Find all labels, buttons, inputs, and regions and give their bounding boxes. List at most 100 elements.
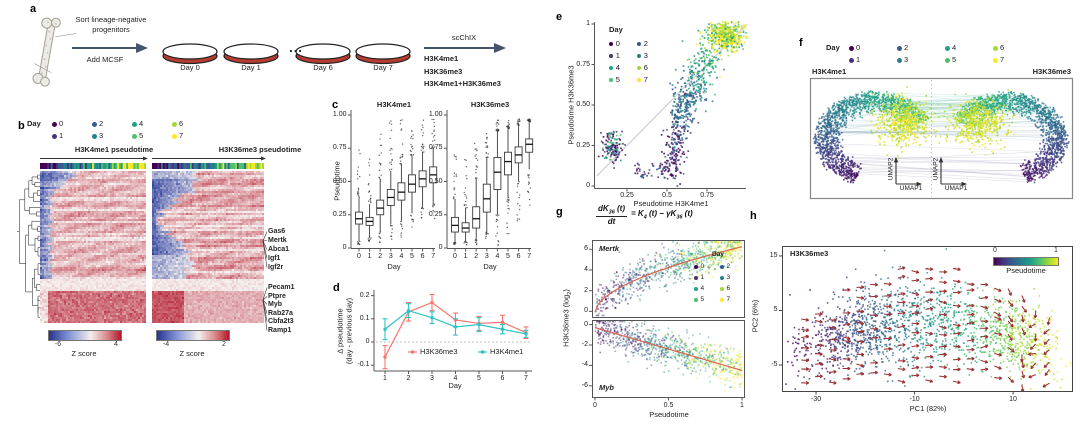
e-ytick-4: 0 [586,182,590,189]
g-bot-ytick-2: -4 [581,361,588,369]
g-legend-value-day5: 5 [700,296,705,303]
f-legend-value-day3: 3 [904,55,909,64]
f-legend-dot-day6 [992,45,998,51]
h-colorbar-min: 0 [993,247,997,254]
d-xtick-3: 4 [453,375,458,382]
e-ytick-0: 1 [586,20,590,27]
e-legend-value-day7: 7 [643,75,648,84]
b-legend-value-day1: 1 [59,131,64,140]
g-equation-denominator: dt [607,216,616,226]
b-legend-dot-day1 [51,133,57,139]
a-bone-icon [32,17,77,87]
c-xtick-0-5: 5 [410,253,414,260]
h-xtick-2: 10 [1009,395,1017,403]
f-legend-value-day5: 5 [952,55,957,64]
f-umap2-label-right: UMAP2 [932,157,940,181]
g-top-ytick-0: 6 [584,245,588,253]
g-legend-value-day2: 2 [726,263,731,270]
c-xlabel-left: Day [387,262,401,271]
c-xtick-0-6: 6 [420,253,425,260]
b-gene-abca1: Abca1 [268,246,290,253]
g-legend-value-day3: 3 [726,274,731,281]
f-umap1-label-left: UMAP1 [899,185,923,192]
f-legend-dot-day1 [848,57,854,63]
b-zscore-colorbar-right [156,330,230,341]
d-xtick-0: 1 [383,375,387,382]
c-xtick-1-7: 7 [527,253,532,260]
c-ytick-0-0: 1.00 [332,111,347,118]
b-colorbar-left-max: 4 [114,341,118,348]
e-legend-value-day1: 1 [615,51,620,60]
f-legend-dot-day3 [896,57,902,63]
a-ellipsis: ... [289,40,303,55]
b-gene-mertk: Mertk [268,237,287,244]
panel-d-label: d [333,282,340,294]
g-equation-numerator: dK36 (t) [596,204,628,217]
d-xlabel: Day [448,381,462,390]
g-top-ytick-3: 0 [584,307,588,315]
f-legend-value-day6: 6 [1000,43,1005,52]
f-legend-value-day7: 7 [1000,55,1005,64]
a-sort-text-line1: Sort lineage-negative [75,15,147,24]
c-xtick-1-6: 6 [516,253,521,260]
e-ytick-1: 0.75 [576,60,590,68]
b-legend-value-day4: 4 [139,119,144,128]
e-legend-value-day4: 4 [615,63,620,72]
g-equation-fraction: dK36 (t) dt [596,204,628,226]
a-dish-label-2: Day 6 [313,63,333,72]
b-heading-h3k36me3-pseudotime: H3K36me3 pseudotime [218,145,302,154]
c-ytick-0-3: 0.25 [332,210,347,218]
e-legend-dot-day5 [608,77,614,83]
e-scatter-canvas [595,21,747,189]
b-heading-h3k4me1-pseudotime: H3K4me1 pseudotime [74,145,154,154]
b-legend-value-day2: 2 [99,119,104,128]
e-legend-value-day2: 2 [643,39,648,48]
c-xtick-0-4: 4 [399,253,404,260]
b-gene-pecam1: Pecam1 [268,284,295,291]
c-xtick-0-3: 3 [388,253,393,260]
c-title-h3k36me3: H3K36me3 [470,100,510,109]
c-ytick-1-1: 0.75 [428,144,443,152]
d-ytick-0: 0.2 [359,291,370,299]
g-legend-dot-day6 [720,286,724,291]
panel-a-label: a [30,3,37,15]
f-legend-dot-day7 [992,57,998,63]
c-xtick-1-1: 1 [463,253,468,260]
c-ytick-0-4: 0 [342,244,347,251]
b-legend-dot-day0 [51,121,57,127]
g-kinetics-equation: dK36 (t) dt = K4 (t) − γK36 (t) [596,204,693,226]
e-xlabel: Pseudotime H3K4me1 [633,199,709,208]
b-legend-dot-day6 [171,121,177,127]
c-xtick-1-3: 3 [484,253,489,260]
g-myb-canvas [593,321,744,397]
h-title: H3K36me3 [790,249,829,258]
c-xtick-1-0: 0 [453,253,457,260]
c-xtick-1-2: 2 [474,253,479,260]
g-legend-dot-day5 [694,297,698,302]
e-ytick-2: 0.50 [576,101,590,108]
e-legend-dot-day2 [636,41,642,47]
f-legend-dot-day4 [944,45,950,51]
g-equation-rhs: = K4 (t) − γK36 (t) [631,209,693,221]
c-xlabel-right: Day [483,262,497,271]
b-gene-rab27a: Rab27a [268,310,293,317]
g-legend-value-day4: 4 [700,285,705,292]
e-ylabel: Pseudotime H3K36me3 [566,65,576,145]
d-legend-h3k36me3: H3K36me3 [420,347,458,356]
e-legend-dot-day4 [608,65,614,71]
g-legend-dot-day1 [694,275,698,280]
g-bot-ytick-0: 0 [584,320,588,328]
b-gene-cbfa2t3: Cbfa2t3 [268,318,294,325]
f-legend-value-day4: 4 [952,43,957,52]
g-legend-value-day0: 0 [700,263,705,270]
h-ytick-1: 5 [773,306,778,314]
e-legend-value-day5: 5 [615,75,620,84]
c-title-h3k4me1: H3K4me1 [376,100,412,109]
e-legend-dot-day0 [608,41,614,47]
b-legend-dot-day5 [131,133,137,139]
d-xtick-1: 2 [406,375,411,382]
f-legend-dot-day0 [848,45,854,51]
a-add-mcsf-text: Add MCSF [86,55,124,64]
b-gene-myb: Myb [268,301,282,308]
